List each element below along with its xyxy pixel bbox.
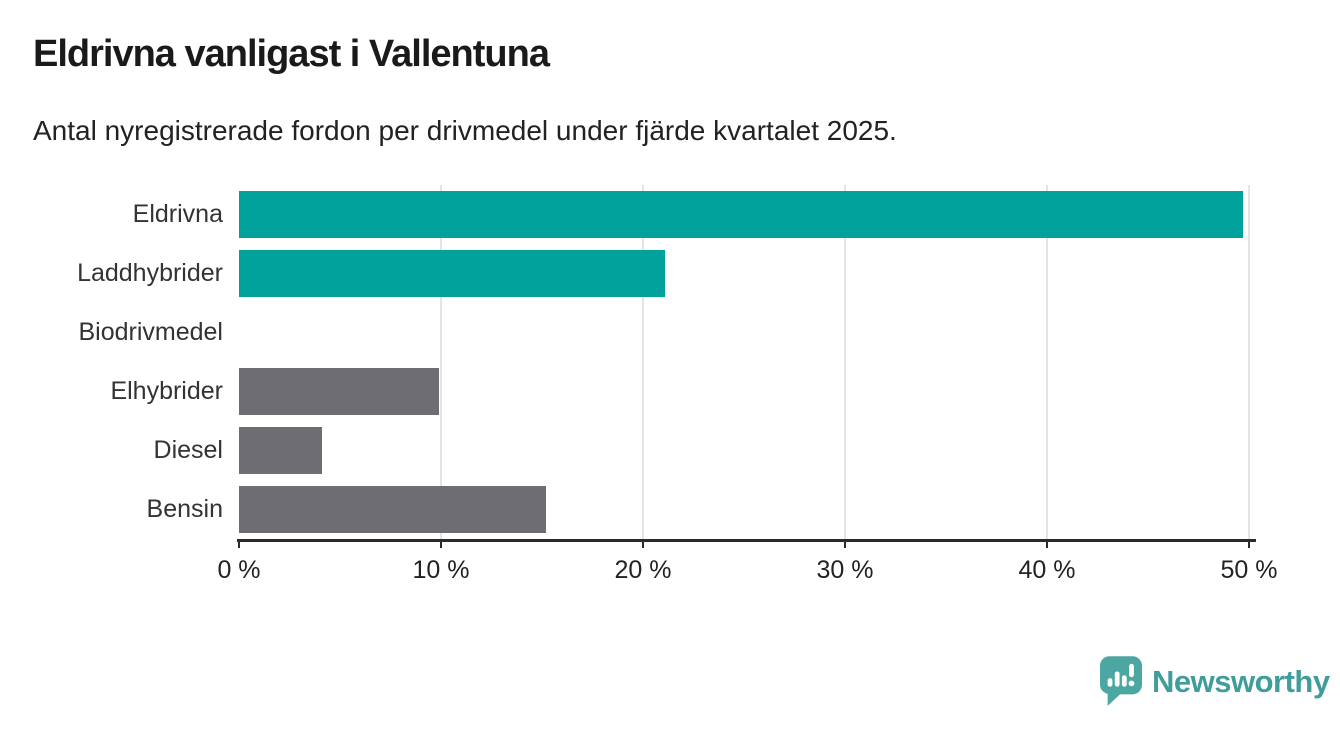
x-axis-tick-label: 50 % xyxy=(1220,556,1278,584)
category-label: Elhybrider xyxy=(110,377,223,405)
bar-row xyxy=(239,362,1249,421)
gridline xyxy=(440,185,442,539)
bar-row xyxy=(239,421,1249,480)
category-label: Biodrivmedel xyxy=(78,318,223,346)
x-axis-tick-label: 20 % xyxy=(614,556,672,584)
x-axis-tick xyxy=(844,539,846,548)
bar-row xyxy=(239,244,1249,303)
bar-eldrivna xyxy=(239,191,1243,238)
bar-bensin xyxy=(239,486,547,533)
bar-row xyxy=(239,303,1249,362)
category-label: Eldrivna xyxy=(132,200,223,228)
chart-subtitle: Antal nyregistrerade fordon per drivmede… xyxy=(33,115,897,146)
gridline xyxy=(642,185,644,539)
bar-row xyxy=(239,185,1249,244)
category-label: Bensin xyxy=(146,495,223,523)
x-axis-tick xyxy=(642,539,644,548)
bar-diesel xyxy=(239,427,322,474)
x-axis-tick-label: 40 % xyxy=(1018,556,1076,584)
newsworthy-wordmark: Newsworthy xyxy=(1152,663,1330,699)
chart-title: Eldrivna vanligast i Vallentuna xyxy=(33,33,550,75)
gridline xyxy=(1248,185,1250,539)
gridline xyxy=(844,185,846,539)
x-axis-tick xyxy=(1248,539,1250,548)
category-label: Diesel xyxy=(153,436,223,464)
bar-laddhybrider xyxy=(239,250,666,297)
gridline xyxy=(1046,185,1048,539)
bar-row xyxy=(239,480,1249,539)
newsworthy-logo: Newsworthy xyxy=(1100,656,1330,707)
newsworthy-bubble-chart-icon xyxy=(1100,656,1142,707)
category-label: Laddhybrider xyxy=(77,259,223,287)
x-axis-tick xyxy=(238,539,240,548)
x-axis-tick-label: 0 % xyxy=(217,556,261,584)
bar-elhybrider xyxy=(239,368,439,415)
x-axis-line xyxy=(237,539,1256,542)
x-axis-tick xyxy=(1046,539,1048,548)
x-axis-tick xyxy=(440,539,442,548)
x-axis-tick-label: 10 % xyxy=(412,556,470,584)
x-axis-tick-label: 30 % xyxy=(816,556,874,584)
